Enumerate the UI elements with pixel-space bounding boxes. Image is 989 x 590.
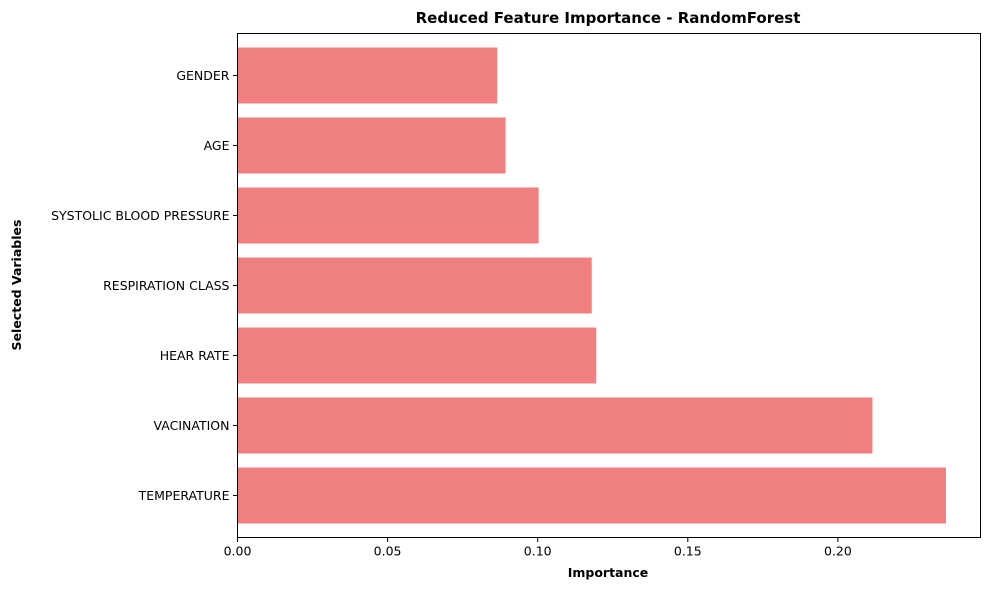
y-axis-label: Selected Variables <box>9 220 24 351</box>
bar-respiration-class <box>237 257 592 314</box>
bar-age <box>237 117 506 174</box>
x-tick-label: 0.00 <box>224 544 252 559</box>
bars-group <box>237 47 946 524</box>
chart-title: Reduced Feature Importance - RandomFores… <box>416 9 801 27</box>
y-tick-label: GENDER <box>176 68 229 83</box>
x-tick-label: 0.20 <box>824 544 852 559</box>
bar-hear-rate <box>237 327 597 384</box>
bar-gender <box>237 47 498 104</box>
y-tick-label: TEMPERATURE <box>138 488 230 503</box>
x-tick-label: 0.15 <box>674 544 702 559</box>
bar-systolic-blood-pressure <box>237 187 539 244</box>
x-tick-label: 0.10 <box>524 544 552 559</box>
y-tick-label: VACINATION <box>154 418 230 433</box>
y-tick-label: HEAR RATE <box>160 348 230 363</box>
y-tick-label: SYSTOLIC BLOOD PRESSURE <box>51 208 230 223</box>
x-tick-label: 0.05 <box>374 544 402 559</box>
y-tick-label: RESPIRATION CLASS <box>103 278 229 293</box>
bar-temperature <box>237 467 946 524</box>
y-tick-label: AGE <box>204 138 230 153</box>
x-axis-label: Importance <box>568 565 649 580</box>
x-axis-ticks: 0.00 0.05 0.10 0.15 0.20 <box>224 537 852 559</box>
y-axis-ticks: TEMPERATURE VACINATION HEAR RATE RESPIRATIO… <box>51 68 238 503</box>
bar-vacination <box>237 397 873 454</box>
